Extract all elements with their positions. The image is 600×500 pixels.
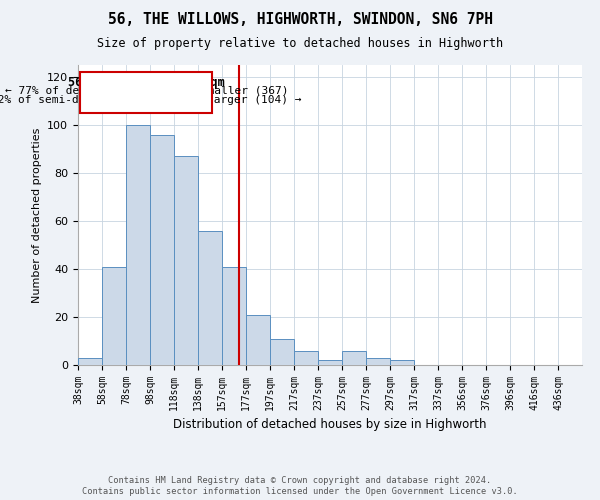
X-axis label: Distribution of detached houses by size in Highworth: Distribution of detached houses by size … [173,418,487,432]
Text: ← 77% of detached houses are smaller (367): ← 77% of detached houses are smaller (36… [5,86,288,96]
Bar [366,358,390,365]
Text: Contains public sector information licensed under the Open Government Licence v3: Contains public sector information licen… [82,487,518,496]
Text: 56 THE WILLOWS: 152sqm: 56 THE WILLOWS: 152sqm [68,76,225,89]
Text: 56, THE WILLOWS, HIGHWORTH, SWINDON, SN6 7PH: 56, THE WILLOWS, HIGHWORTH, SWINDON, SN6… [107,12,493,28]
Bar [150,134,174,365]
Bar [342,350,366,365]
Bar [294,350,318,365]
Bar [174,156,198,365]
Bar [222,266,246,365]
Bar [102,266,126,365]
Text: 22% of semi-detached houses are larger (104) →: 22% of semi-detached houses are larger (… [0,95,302,105]
Bar [78,358,102,365]
Bar [246,314,270,365]
Bar [318,360,342,365]
Y-axis label: Number of detached properties: Number of detached properties [32,128,41,302]
Text: Contains HM Land Registry data © Crown copyright and database right 2024.: Contains HM Land Registry data © Crown c… [109,476,491,485]
Text: Size of property relative to detached houses in Highworth: Size of property relative to detached ho… [97,38,503,51]
Bar [198,230,222,365]
Bar [126,125,150,365]
Bar [390,360,414,365]
Bar [270,338,294,365]
